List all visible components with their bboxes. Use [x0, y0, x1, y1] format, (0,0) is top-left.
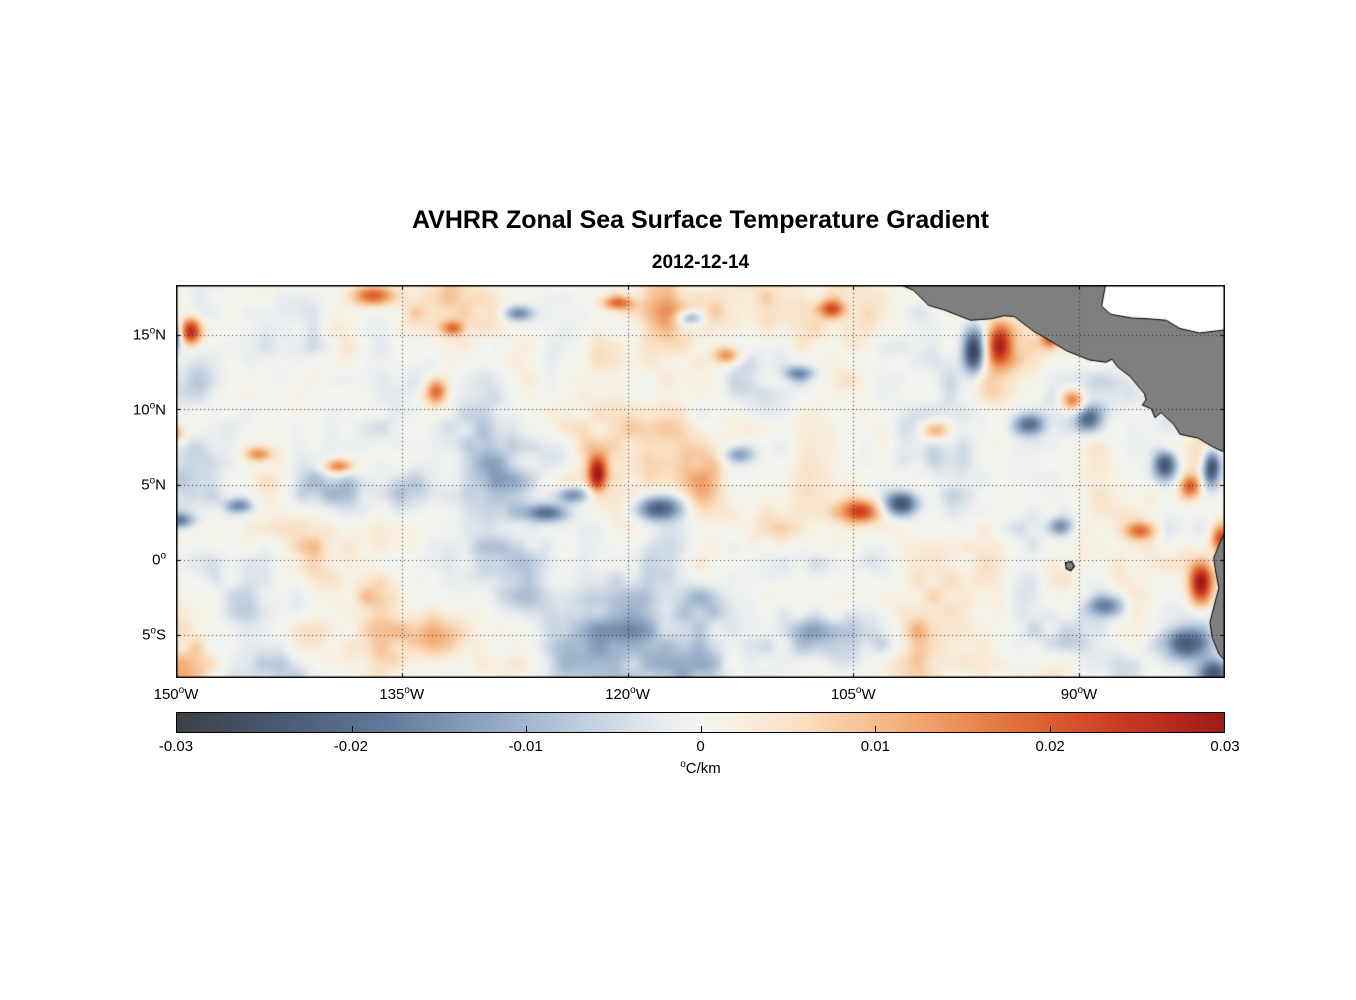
degree-symbol: o: [160, 550, 166, 561]
x-tick-value: 135: [379, 686, 405, 703]
hemisphere: N: [155, 326, 166, 343]
degree-symbol: o: [630, 685, 636, 696]
hemisphere: W: [184, 686, 199, 703]
hemisphere: W: [409, 686, 425, 703]
y-tick-value: 10: [132, 401, 150, 418]
colorbar-tick-label: -0.03: [158, 738, 194, 755]
colorbar-tick-mark: [875, 726, 876, 732]
y-tick-label-15n: 15oN: [0, 325, 166, 344]
y-tick-label-0: 0o: [0, 550, 166, 569]
degree-symbol: o: [404, 685, 410, 696]
degree-symbol: o: [149, 325, 156, 336]
sst-gradient-heatmap: [176, 285, 1225, 678]
degree-symbol: o: [150, 625, 156, 636]
colorbar-tick-label: 0.02: [1035, 738, 1065, 755]
y-tick-value: 0: [152, 551, 161, 568]
y-tick-label-5n: 5oN: [0, 475, 166, 494]
colorbar-tick-mark: [1049, 726, 1051, 732]
x-tick-label-105w: 105oW: [830, 685, 876, 704]
colorbar-tick-label: 0: [696, 738, 705, 755]
hemisphere: W: [635, 686, 650, 703]
degree-symbol: o: [680, 759, 686, 770]
y-tick-label-10n: 10oN: [0, 400, 166, 419]
colorbar-tick-label: 0.03: [1210, 738, 1240, 755]
hemisphere: N: [155, 401, 166, 418]
figure-title: AVHRR Zonal Sea Surface Temperature Grad…: [411, 206, 989, 234]
hemisphere: S: [155, 626, 166, 643]
colorbar-units-label: oC/km: [176, 759, 1225, 778]
y-tick-value: 15: [132, 326, 150, 343]
colorbar-tick-mark: [526, 726, 527, 732]
y-tick-value: 5: [141, 476, 150, 493]
degree-symbol: o: [855, 685, 862, 696]
colorbar-tick-label: -0.01: [508, 738, 543, 755]
colorbar: [176, 712, 1225, 733]
colorbar-tick-label: -0.02: [333, 738, 368, 755]
x-tick-value: 120: [605, 686, 631, 703]
figure-date: 2012-12-14: [651, 252, 750, 273]
x-tick-label-150w: 150oW: [153, 685, 199, 704]
x-tick-value: 150: [153, 686, 179, 703]
degree-symbol: o: [149, 475, 156, 486]
colorbar-tick-mark: [700, 726, 702, 732]
x-tick-value: 90: [1060, 686, 1078, 703]
x-tick-value: 105: [830, 686, 856, 703]
y-tick-label-5s: 5oS: [0, 625, 166, 644]
y-tick-value: 5: [142, 626, 151, 643]
hemisphere: W: [1083, 686, 1098, 703]
x-tick-label-120w: 120oW: [605, 685, 650, 704]
degree-symbol: o: [1077, 685, 1084, 696]
hemisphere: W: [861, 686, 876, 703]
x-tick-label-90w: 90oW: [1060, 685, 1098, 704]
colorbar-tick-mark: [351, 726, 353, 732]
hemisphere: N: [155, 476, 166, 493]
units-text: C/km: [685, 760, 721, 777]
map-plot: [176, 285, 1225, 678]
degree-symbol: o: [149, 400, 156, 411]
x-tick-label-135w: 135oW: [379, 685, 425, 704]
colorbar-tick-label: 0.01: [860, 738, 890, 755]
degree-symbol: o: [178, 685, 185, 696]
